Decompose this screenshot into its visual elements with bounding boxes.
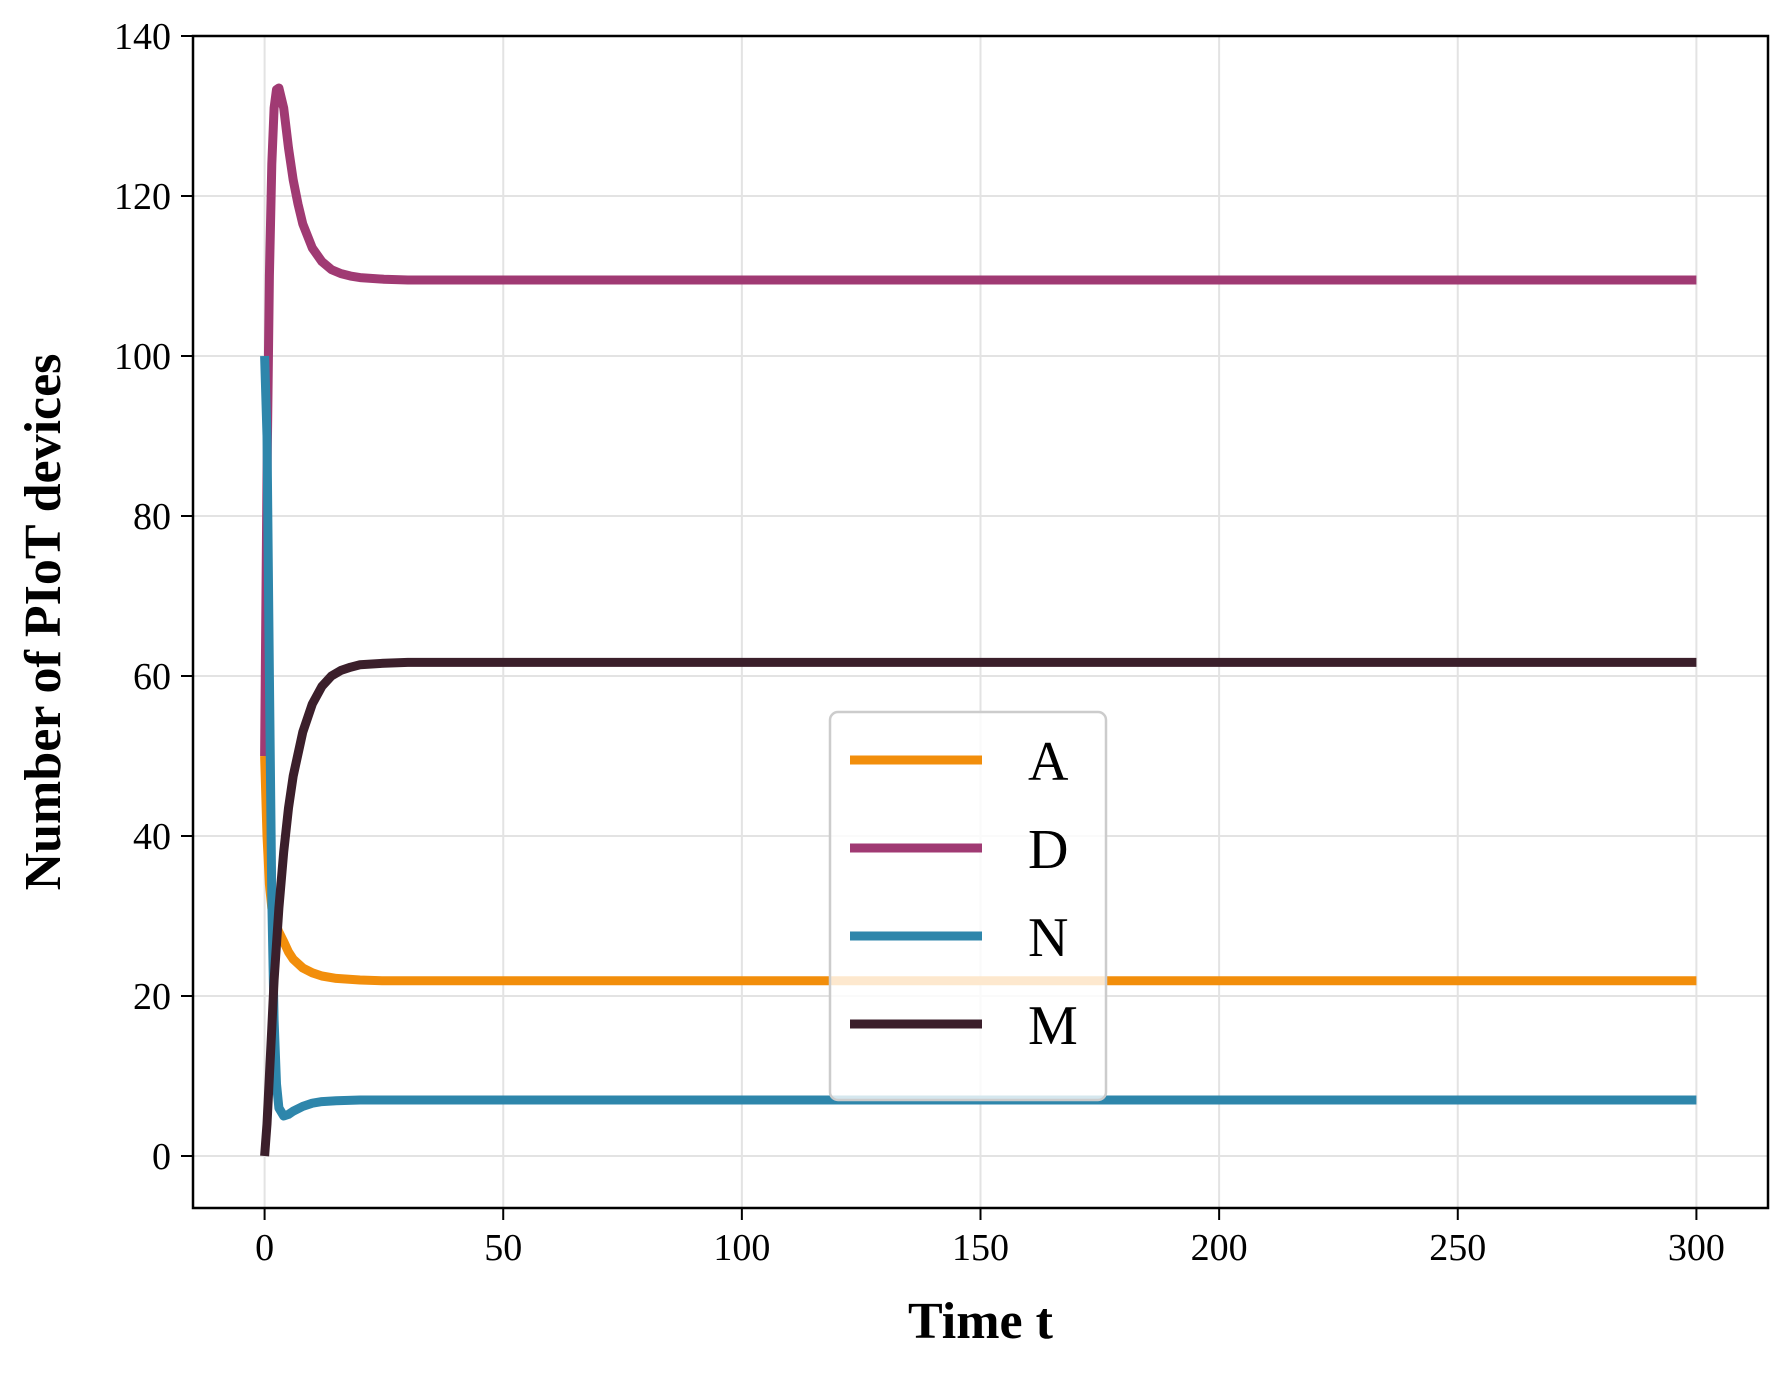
axis-ticks: 0 50 100 150 200 250 300 0 20 40 60 80 100 120 140 [114,16,1725,1269]
series-lines [260,83,1697,1157]
series-line-m [260,657,1697,1157]
x-tick-label: 50 [484,1227,522,1269]
legend-label-a: A [1028,731,1069,793]
y-tick-label: 40 [133,816,171,858]
x-tick-label: 0 [255,1227,274,1269]
y-tick-label: 120 [114,176,171,218]
y-tick-label: 0 [152,1136,171,1178]
legend-label-m: M [1028,995,1078,1057]
legend-box [828,710,1108,1102]
x-tick-label: 300 [1668,1227,1725,1269]
y-tick-label: 60 [133,656,171,698]
x-axis-title: Time t [908,1293,1054,1350]
x-tick-label: 100 [713,1227,770,1269]
y-tick-label: 20 [133,976,171,1018]
y-tick-label: 140 [114,16,171,58]
y-tick-label: 100 [114,336,171,378]
y-axis-title: Number of PIoT devices [15,354,72,891]
y-tick-label: 80 [133,496,171,538]
legend-label-n: N [1028,907,1068,969]
x-tick-label: 200 [1191,1227,1248,1269]
x-tick-label: 150 [952,1227,1009,1269]
x-tick-label: 250 [1429,1227,1486,1269]
series-line-d [260,83,1697,757]
legend-label-d: D [1028,819,1068,881]
